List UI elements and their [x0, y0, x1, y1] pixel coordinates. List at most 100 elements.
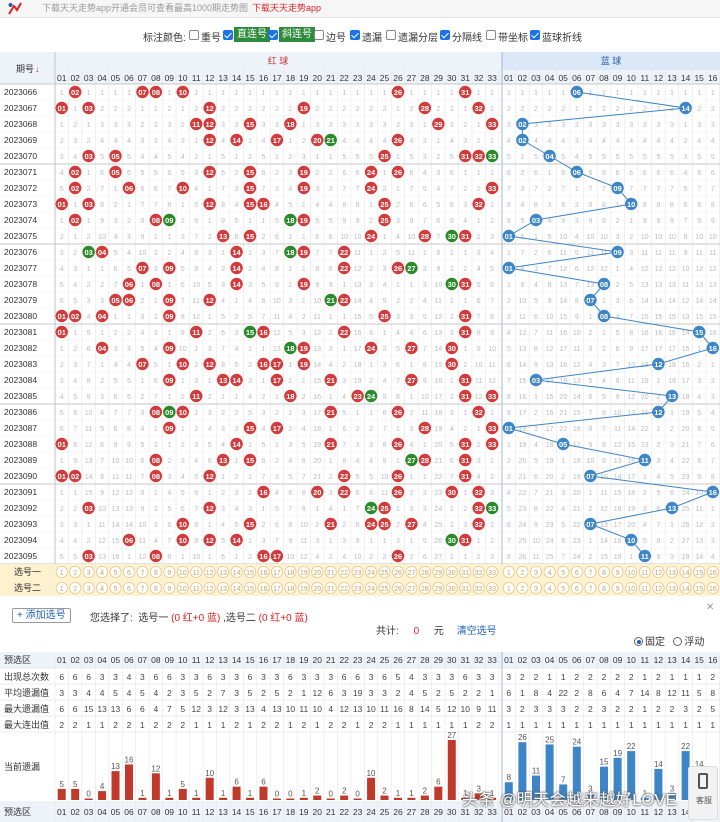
red-select-ball[interactable] — [109, 566, 122, 579]
blue-select-ball[interactable] — [516, 582, 529, 595]
red-select-ball[interactable] — [432, 566, 445, 579]
red-select-ball[interactable] — [257, 582, 270, 595]
red-select-number[interactable]: 2 — [73, 570, 77, 577]
blue-select-number[interactable]: 1 — [507, 586, 511, 593]
red-select-number[interactable]: 18 — [286, 586, 294, 593]
red-select-ball[interactable] — [55, 582, 68, 595]
red-select-ball[interactable] — [149, 566, 162, 579]
red-select-number[interactable]: 30 — [448, 570, 456, 577]
add-selection-button[interactable]: + 添加选号 — [12, 608, 71, 623]
blue-select-number[interactable]: 3 — [534, 570, 538, 577]
red-select-number[interactable]: 13 — [219, 570, 227, 577]
straight-consecutive-checkbox[interactable] — [223, 30, 233, 40]
blue-select-number[interactable]: 3 — [534, 586, 538, 593]
red-select-ball[interactable] — [122, 582, 135, 595]
red-select-number[interactable]: 26 — [394, 570, 402, 577]
red-select-ball[interactable] — [176, 566, 189, 579]
red-select-number[interactable]: 25 — [381, 570, 389, 577]
red-select-number[interactable]: 7 — [140, 586, 144, 593]
red-select-number[interactable]: 32 — [475, 570, 483, 577]
blue-select-number[interactable]: 14 — [682, 586, 690, 593]
red-select-ball[interactable] — [486, 582, 499, 595]
blue-select-ball[interactable] — [679, 566, 692, 579]
red-select-ball[interactable] — [338, 582, 351, 595]
blue-select-number[interactable]: 6 — [575, 586, 579, 593]
float-radio[interactable] — [673, 637, 683, 646]
red-select-ball[interactable] — [445, 582, 458, 595]
red-select-number[interactable]: 25 — [381, 586, 389, 593]
red-select-ball[interactable] — [445, 566, 458, 579]
red-select-number[interactable]: 6 — [127, 570, 131, 577]
red-select-ball[interactable] — [459, 566, 472, 579]
blue-select-number[interactable]: 12 — [655, 586, 663, 593]
red-select-number[interactable]: 27 — [408, 586, 416, 593]
red-select-number[interactable]: 23 — [354, 570, 362, 577]
blue-select-ball[interactable] — [557, 566, 570, 579]
blue-select-number[interactable]: 8 — [602, 586, 606, 593]
blue-select-number[interactable]: 13 — [668, 586, 676, 593]
separator-line-label[interactable]: 分隔线 — [452, 33, 482, 44]
red-select-number[interactable]: 5 — [114, 586, 118, 593]
red-select-number[interactable]: 10 — [179, 586, 187, 593]
red-select-ball[interactable] — [270, 566, 283, 579]
fixed-label[interactable]: 固定 — [645, 637, 665, 648]
blue-select-number[interactable]: 12 — [655, 570, 663, 577]
blue-select-number[interactable]: 14 — [682, 570, 690, 577]
red-select-ball[interactable] — [472, 582, 485, 595]
download-app-link[interactable]: 下载天天走势app — [252, 3, 322, 13]
diagonal-consecutive-label[interactable]: 斜连号 — [279, 27, 315, 42]
blue-select-ball[interactable] — [638, 566, 651, 579]
red-select-ball[interactable] — [230, 582, 243, 595]
blue-select-ball[interactable] — [543, 582, 556, 595]
red-select-ball[interactable] — [297, 582, 310, 595]
repeat-number-checkbox[interactable] — [189, 30, 199, 40]
red-select-number[interactable]: 31 — [461, 586, 469, 593]
red-select-ball[interactable] — [203, 582, 216, 595]
red-select-ball[interactable] — [311, 566, 324, 579]
red-select-ball[interactable] — [217, 582, 230, 595]
red-select-number[interactable]: 14 — [233, 586, 241, 593]
red-select-number[interactable]: 8 — [154, 586, 158, 593]
close-panel-icon[interactable]: ✕ — [706, 602, 715, 613]
blue-select-ball[interactable] — [502, 566, 515, 579]
red-select-number[interactable]: 19 — [300, 586, 308, 593]
red-select-ball[interactable] — [217, 566, 230, 579]
blue-select-number[interactable]: 7 — [588, 586, 592, 593]
red-select-ball[interactable] — [405, 566, 418, 579]
red-select-ball[interactable] — [324, 582, 337, 595]
blue-select-ball[interactable] — [598, 566, 611, 579]
blue-select-number[interactable]: 10 — [627, 570, 635, 577]
separator-line-checkbox[interactable] — [440, 30, 450, 40]
blue-select-ball[interactable] — [625, 582, 638, 595]
blue-select-ball[interactable] — [543, 566, 556, 579]
blue-select-ball[interactable] — [570, 566, 583, 579]
red-select-ball[interactable] — [297, 566, 310, 579]
issue-header[interactable]: 期号 — [16, 64, 34, 74]
blue-select-ball[interactable] — [638, 582, 651, 595]
red-select-ball[interactable] — [82, 582, 95, 595]
red-select-number[interactable]: 6 — [127, 586, 131, 593]
blue-select-number[interactable]: 7 — [588, 570, 592, 577]
red-select-number[interactable]: 22 — [340, 586, 348, 593]
red-select-number[interactable]: 33 — [488, 586, 496, 593]
red-select-ball[interactable] — [96, 582, 109, 595]
red-select-number[interactable]: 22 — [340, 570, 348, 577]
red-select-ball[interactable] — [149, 582, 162, 595]
red-select-ball[interactable] — [176, 582, 189, 595]
red-select-number[interactable]: 8 — [154, 570, 158, 577]
red-select-number[interactable]: 3 — [87, 570, 91, 577]
red-select-number[interactable]: 23 — [354, 586, 362, 593]
red-select-number[interactable]: 13 — [219, 586, 227, 593]
red-select-ball[interactable] — [418, 566, 431, 579]
red-select-number[interactable]: 32 — [475, 586, 483, 593]
red-select-ball[interactable] — [163, 582, 176, 595]
red-select-number[interactable]: 24 — [367, 586, 375, 593]
blue-select-number[interactable]: 5 — [561, 586, 565, 593]
fixed-radio[interactable] — [634, 637, 643, 646]
omission-checkbox[interactable] — [350, 30, 360, 40]
blue-select-number[interactable]: 15 — [695, 570, 703, 577]
blue-select-ball[interactable] — [611, 566, 624, 579]
red-select-ball[interactable] — [82, 566, 95, 579]
red-select-ball[interactable] — [351, 582, 364, 595]
blue-select-ball[interactable] — [611, 582, 624, 595]
